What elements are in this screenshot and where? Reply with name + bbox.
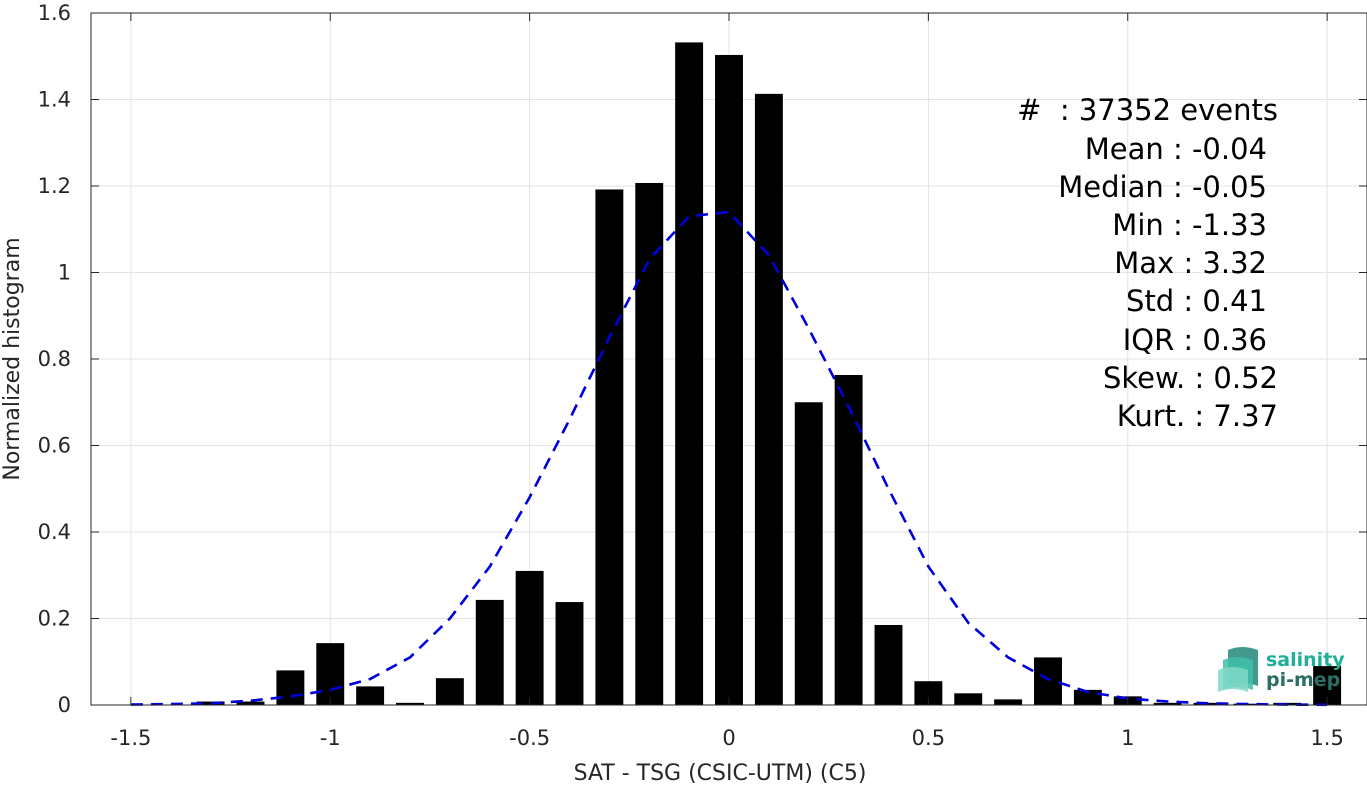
histogram-bar [236, 701, 265, 705]
histogram-bar [555, 602, 584, 705]
histogram-bar [635, 182, 664, 705]
logo-line1: salinity [1266, 649, 1345, 671]
histogram-bar [1034, 657, 1062, 705]
x-tick-label: 0 [722, 726, 735, 750]
y-tick-label: 0.8 [38, 347, 71, 371]
histogram-bar [435, 678, 464, 705]
x-axis-label: SAT - TSG (CSIC-UTM) (C5) [574, 761, 867, 785]
stat-events: # : 37352 events [1017, 93, 1278, 127]
y-tick-label: 0.4 [38, 520, 71, 544]
y-tick-label: 1 [58, 261, 71, 285]
histogram-bar [1153, 702, 1182, 705]
histogram-bar [196, 701, 225, 705]
histogram-bar [954, 693, 983, 705]
stat-iqr: IQR : 0.36 [1123, 323, 1267, 357]
stat-max: Max : 3.32 [1114, 246, 1267, 280]
x-tick-label: -1.5 [110, 726, 151, 750]
histogram-bar [914, 681, 943, 705]
histogram-bar [834, 375, 863, 705]
x-tick-label: -0.5 [509, 726, 550, 750]
histogram-bar [595, 189, 624, 705]
stat-kurt: Kurt. : 7.37 [1117, 399, 1278, 433]
histogram-bar [675, 42, 704, 706]
stats-box: # : 37352 events Mean : -0.04 Median : -… [1017, 93, 1278, 433]
x-axis-ticks: -1.5 -1 -0.5 0 0.5 1 1.5 [110, 13, 1344, 750]
y-tick-label: 1.2 [38, 174, 71, 198]
y-axis-label: Normalized histogram [0, 237, 25, 480]
logo-line2: pi-mep [1266, 669, 1340, 691]
histogram-bar [794, 402, 823, 705]
histogram-bar [276, 670, 305, 705]
histogram-bar [515, 570, 544, 705]
wave-layers-icon [1218, 647, 1258, 692]
y-tick-label: 0.6 [38, 434, 71, 458]
y-tick-label: 1.6 [38, 1, 71, 25]
histogram-bars [196, 42, 1342, 706]
histogram-bar [715, 54, 743, 705]
stat-median: Median : -0.05 [1058, 170, 1267, 204]
stat-mean: Mean : -0.04 [1085, 132, 1267, 166]
y-tick-label: 1.4 [38, 88, 71, 112]
y-tick-label: 0 [58, 693, 71, 717]
histogram-bar [396, 702, 424, 705]
stat-skew: Skew. : 0.52 [1103, 361, 1278, 395]
histogram-bar [356, 686, 385, 705]
y-tick-label: 0.2 [38, 607, 71, 631]
x-tick-label: 1.5 [1310, 726, 1343, 750]
y-axis-ticks: 0 0.2 0.4 0.6 0.8 1 1.2 1.4 1.6 [38, 1, 1367, 717]
x-tick-label: 0.5 [912, 726, 945, 750]
salinity-pimep-logo: salinity pi-mep [1218, 647, 1345, 692]
histogram-bar [475, 599, 504, 705]
histogram-bar [994, 699, 1023, 705]
histogram-bar [874, 624, 903, 705]
x-tick-label: 1 [1121, 726, 1134, 750]
x-tick-label: -1 [320, 726, 341, 750]
stat-std: Std : 0.41 [1126, 284, 1267, 318]
histogram-bar [754, 93, 783, 705]
stat-min: Min : -1.33 [1112, 208, 1267, 242]
histogram-bar [316, 643, 345, 705]
histogram-bar [1073, 689, 1102, 705]
